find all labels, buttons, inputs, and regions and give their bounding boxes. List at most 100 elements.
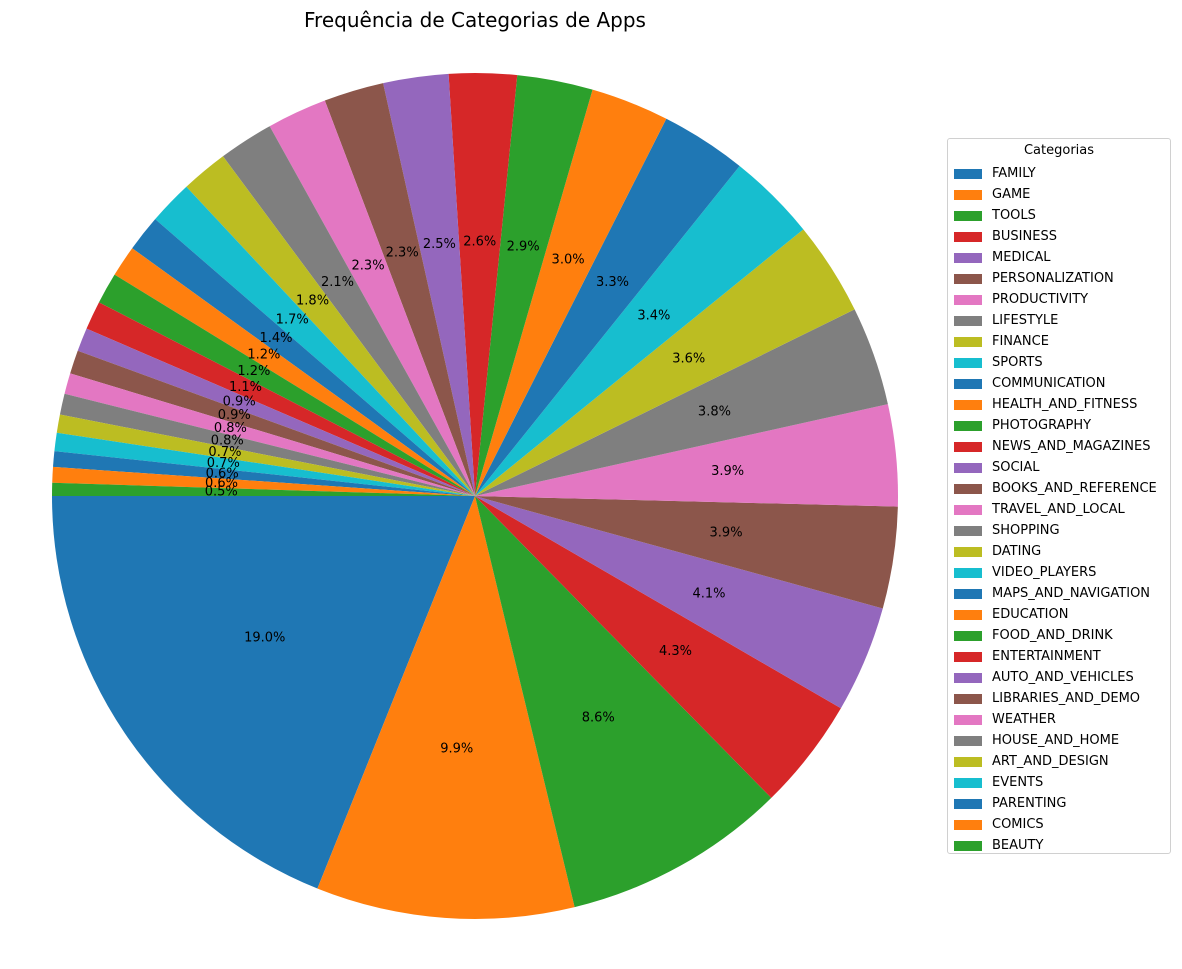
pie-percent-label: 2.9% xyxy=(507,239,540,254)
legend-swatch xyxy=(954,420,982,431)
pie-percent-label: 2.6% xyxy=(463,235,496,250)
legend-label: SHOPPING xyxy=(992,523,1060,538)
pie-slice-health-and-fitness xyxy=(475,89,667,497)
legend-item: DATING xyxy=(954,541,1164,562)
legend-swatch xyxy=(954,609,982,620)
pie-percent-label: 0.8% xyxy=(211,433,244,448)
legend-label: NEWS_AND_MAGAZINES xyxy=(992,439,1151,454)
legend-swatch xyxy=(954,504,982,515)
pie-slice-family xyxy=(52,496,475,889)
pie-percent-label: 4.1% xyxy=(693,587,726,602)
pie-slice-entertainment xyxy=(86,302,475,496)
legend-item: GAME xyxy=(954,184,1164,205)
legend-swatch xyxy=(954,819,982,830)
legend-swatch xyxy=(954,840,982,851)
legend-swatch xyxy=(954,315,982,326)
pie-slice-medical xyxy=(475,496,883,709)
pie-slice-beauty xyxy=(52,482,475,496)
legend-item: ART_AND_DESIGN xyxy=(954,751,1164,772)
pie-percent-label: 0.5% xyxy=(205,485,238,500)
legend-item: COMMUNICATION xyxy=(954,373,1164,394)
legend-swatch xyxy=(954,210,982,221)
pie-percent-label: 8.6% xyxy=(582,710,615,725)
legend-label: SOCIAL xyxy=(992,460,1040,475)
legend-item: COMICS xyxy=(954,814,1164,835)
pie-slice-parenting xyxy=(53,451,475,496)
pie-percent-label: 3.8% xyxy=(698,404,731,419)
legend-swatch xyxy=(954,798,982,809)
legend-label: BUSINESS xyxy=(992,229,1057,244)
legend-swatch xyxy=(954,273,982,284)
pie-percent-label: 1.1% xyxy=(229,380,262,395)
legend-item: LIBRARIES_AND_DEMO xyxy=(954,688,1164,709)
pie-slice-weather xyxy=(64,373,475,496)
pie-slice-travel-and-local xyxy=(269,100,475,496)
legend-item: PRODUCTIVITY xyxy=(954,289,1164,310)
pie-slice-video-players xyxy=(155,186,475,497)
legend-label: FAMILY xyxy=(992,166,1036,181)
legend-item: SHOPPING xyxy=(954,520,1164,541)
pie-percent-label: 0.6% xyxy=(206,466,239,481)
pie-slice-comics xyxy=(52,466,476,496)
pie-percent-label: 1.2% xyxy=(247,348,280,363)
pie-slice-personalization xyxy=(475,496,898,609)
legend-item: BEAUTY xyxy=(954,835,1164,856)
legend-swatch xyxy=(954,546,982,557)
legend-item: HEALTH_AND_FITNESS xyxy=(954,394,1164,415)
legend-item: HOUSE_AND_HOME xyxy=(954,730,1164,751)
legend-swatch xyxy=(954,399,982,410)
legend-label: MEDICAL xyxy=(992,250,1051,265)
pie-slice-game xyxy=(317,496,575,919)
pie-percent-label: 0.7% xyxy=(208,445,241,460)
legend-item: PERSONALIZATION xyxy=(954,268,1164,289)
legend-item: BUSINESS xyxy=(954,226,1164,247)
legend-item: TRAVEL_AND_LOCAL xyxy=(954,499,1164,520)
pie-slice-events xyxy=(54,432,476,496)
legend-label: COMICS xyxy=(992,817,1044,832)
pie-percent-label: 4.3% xyxy=(659,644,692,659)
pie-slice-food-and-drink xyxy=(98,274,475,496)
legend-item: ENTERTAINMENT xyxy=(954,646,1164,667)
legend-item: FOOD_AND_DRINK xyxy=(954,625,1164,646)
legend-item: SPORTS xyxy=(954,352,1164,373)
pie-slice-sports xyxy=(475,165,804,496)
legend-label: FINANCE xyxy=(992,334,1049,349)
pie-slice-shopping xyxy=(222,126,475,496)
pie-percent-label: 3.9% xyxy=(711,464,744,479)
legend-item: EVENTS xyxy=(954,772,1164,793)
legend-label: EDUCATION xyxy=(992,607,1069,622)
legend-label: HEALTH_AND_FITNESS xyxy=(992,397,1138,412)
pie-slice-lifestyle xyxy=(475,309,888,496)
legend-item: EDUCATION xyxy=(954,604,1164,625)
pie-chart: 19.0% 9.9% 8.6% 4.3% 4.1% 3.9% 3.9% 3.8% 3.6% 3.4… xyxy=(52,73,898,919)
legend-label: VIDEO_PLAYERS xyxy=(992,565,1097,580)
pie-slice-finance xyxy=(475,229,855,496)
legend-swatch xyxy=(954,693,982,704)
legend-swatch xyxy=(954,525,982,536)
pie-slice-news-and-magazines xyxy=(448,73,518,497)
legend-item: LIFESTYLE xyxy=(954,310,1164,331)
pie-slice-education xyxy=(114,248,476,496)
legend-title: Categorias xyxy=(1023,143,1095,158)
pie-slice-books-and-reference xyxy=(324,83,475,497)
pie-percent-label: 0.9% xyxy=(223,395,256,410)
legend-label: FOOD_AND_DRINK xyxy=(992,628,1113,643)
legend-swatch xyxy=(954,294,982,305)
legend-label: LIBRARIES_AND_DEMO xyxy=(992,691,1141,706)
pie-percent-label: 1.2% xyxy=(237,364,270,379)
pie-percent-label: 3.4% xyxy=(637,308,670,323)
legend: Categorias FAMILY GAME TOOLS BUSINESS MEDICA… xyxy=(947,138,1171,854)
pie-percent-label: 2.1% xyxy=(321,275,354,290)
legend-label: GAME xyxy=(992,187,1031,202)
legend-item: WEATHER xyxy=(954,709,1164,730)
pie-slice-productivity xyxy=(475,404,898,507)
legend-item: PARENTING xyxy=(954,793,1164,814)
legend-swatch xyxy=(954,168,982,179)
legend-label: BEAUTY xyxy=(992,838,1044,853)
pie-percent-label: 0.6% xyxy=(205,476,238,491)
legend-swatch xyxy=(954,651,982,662)
legend-swatch xyxy=(954,252,982,263)
pie-slice-tools xyxy=(475,496,772,908)
legend-swatch xyxy=(954,357,982,368)
legend-item: BOOKS_AND_REFERENCE xyxy=(954,478,1164,499)
